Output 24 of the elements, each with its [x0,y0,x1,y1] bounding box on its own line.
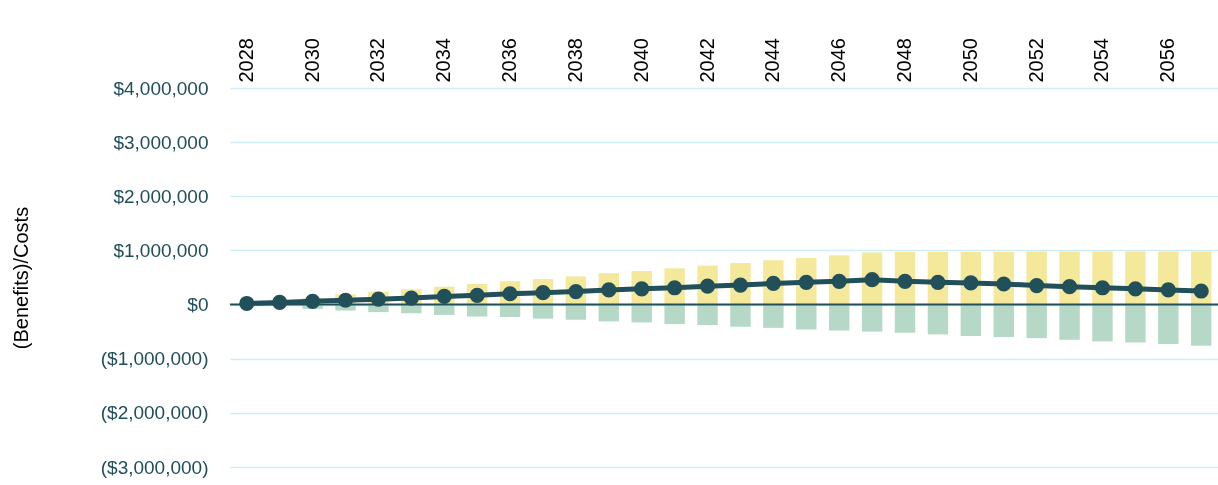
x-tick-label: 2056 [1156,38,1179,83]
x-tick-label: 2052 [1024,38,1047,83]
y-tick-label: $3,000,000 [113,131,209,153]
x-tick-label: 2046 [827,38,850,83]
x-tick-label: 2054 [1090,38,1113,83]
y-tick-label: $1,000,000 [113,239,209,261]
x-tick-label: 2040 [629,38,652,83]
x-tick-label: 2050 [958,38,981,83]
x-tick-label: 2036 [498,38,521,83]
y-tick-label: $0 [187,294,209,316]
y-axis-title: (Benefits)/Costs [10,206,32,350]
x-tick-label: 2044 [761,38,784,83]
x-tick-label: 2032 [366,38,389,83]
y-tick-label: $2,000,000 [113,185,209,207]
y-tick-label: ($1,000,000) [100,348,209,370]
x-tick-label: 2028 [234,38,257,83]
x-tick-label: 2038 [563,38,586,83]
x-tick-label: 2034 [432,38,455,83]
x-tick-label: 2042 [695,38,718,83]
x-tick-label: 2048 [893,38,916,83]
y-tick-label: $4,000,000 [113,77,209,99]
y-tick-label: ($2,000,000) [100,402,209,424]
x-tick-label: 2030 [300,38,323,83]
y-tick-label: ($3,000,000) [100,456,209,478]
